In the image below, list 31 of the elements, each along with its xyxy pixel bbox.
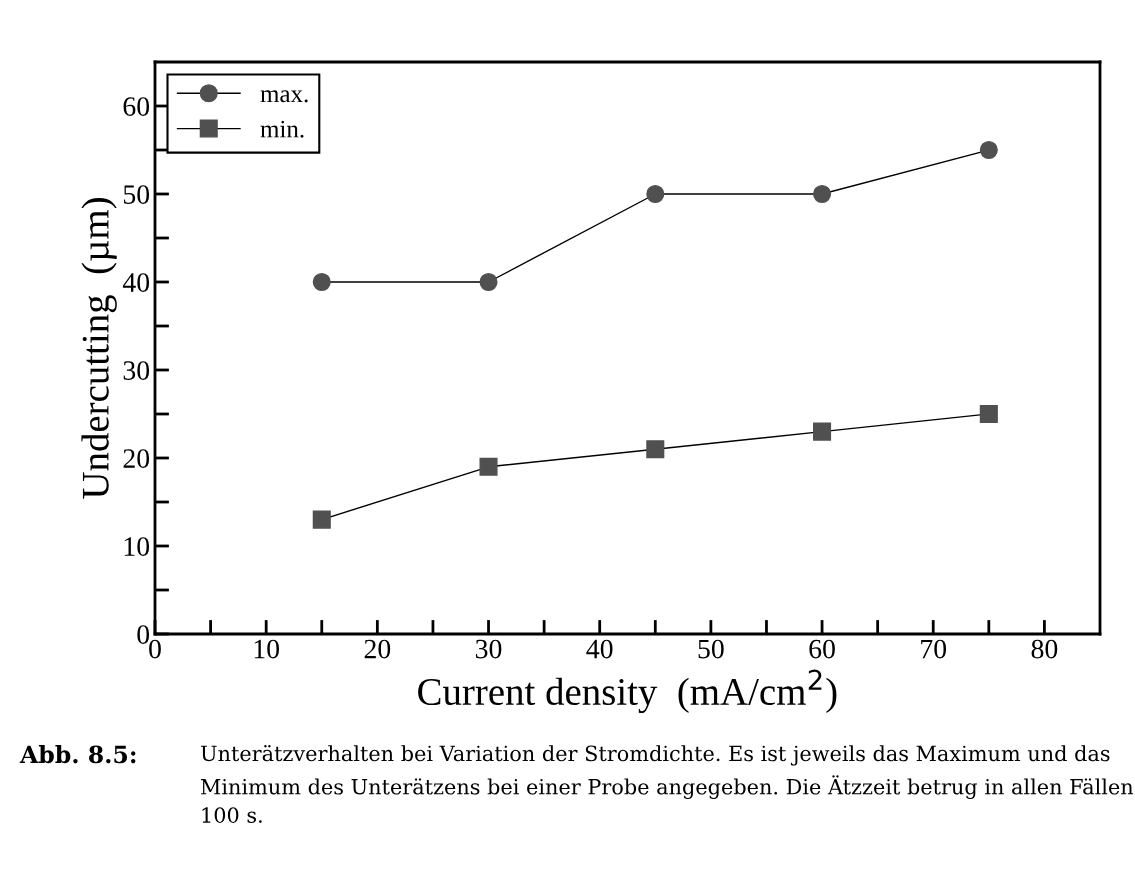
y-tick-label: 0 — [137, 625, 150, 644]
x-tick-label: 70 — [921, 639, 947, 659]
point — [312, 510, 331, 529]
y-tick-label: 30 — [123, 361, 150, 380]
legend-label: min. — [260, 120, 304, 138]
x-tick-label: 30 — [475, 639, 502, 659]
y-tick-label: 10 — [124, 537, 150, 556]
point — [813, 184, 832, 204]
point — [312, 272, 331, 292]
point — [979, 404, 998, 424]
y-tick-label: 20 — [123, 449, 150, 468]
point — [479, 272, 498, 292]
caption: Abb. 8.5: — [19, 745, 136, 764]
x-tick-label: 80 — [1031, 639, 1058, 659]
point — [646, 184, 665, 204]
point — [813, 422, 832, 441]
x-tick-label: 50 — [698, 639, 724, 659]
text: Unterätzverhalten bei Variation der Stromdichte. Es ist jeweils das Maximum und das Minimum des Unterätzens bei einer Probe angegeben. Die Ätzzeit betrug in allen Fällen 100 s. — [200, 745, 1134, 823]
legend-label: max. — [260, 90, 308, 103]
x-tick-label: 40 — [586, 639, 613, 659]
point — [646, 440, 665, 459]
y-axis-title: Undercutting (µm) — [81, 198, 117, 499]
x-tick-label: 10 — [254, 639, 280, 659]
x-tick-label: 60 — [809, 639, 835, 659]
point — [479, 457, 498, 476]
y-tick-label: 60 — [123, 97, 150, 116]
x-axis-title: Current density (mA/cm$^{2}$) — [418, 669, 837, 714]
point — [979, 140, 998, 160]
y-tick-label: 40 — [122, 273, 150, 292]
y-tick-label: 50 — [123, 185, 150, 204]
x-tick-label: 20 — [364, 639, 391, 659]
